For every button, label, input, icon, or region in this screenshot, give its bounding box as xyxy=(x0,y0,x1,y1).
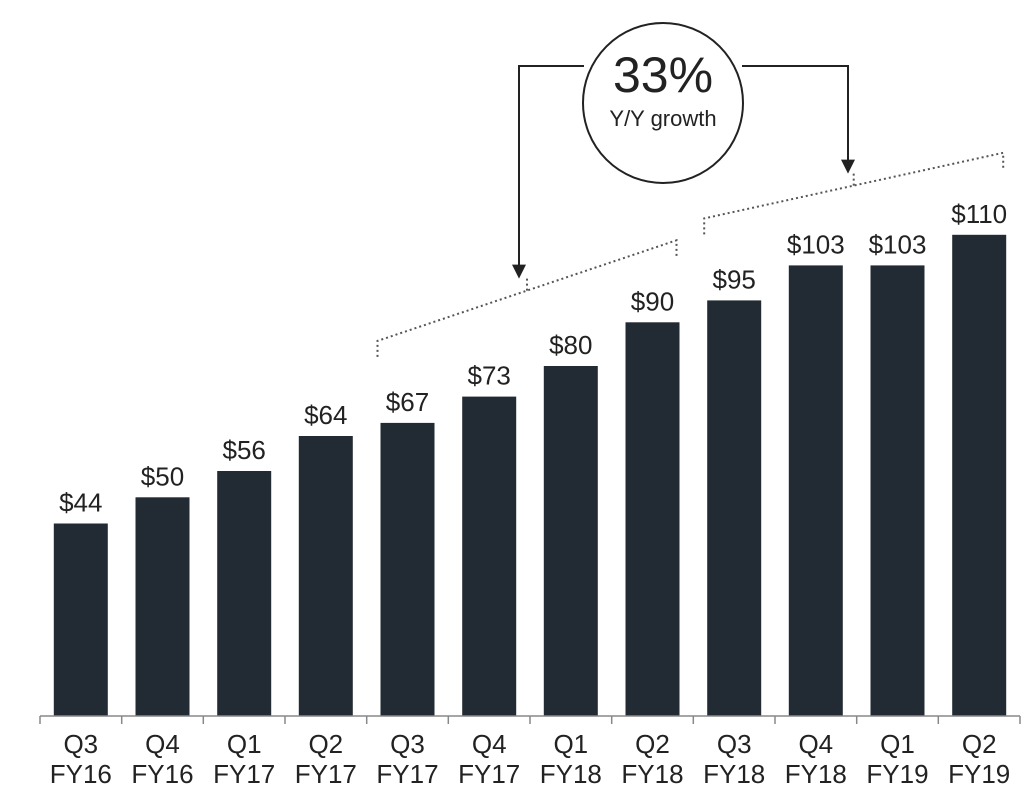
callout-text: Y/Y growth xyxy=(609,106,716,131)
x-tick-label-year: FY17 xyxy=(213,759,275,789)
bar-q4-fy16 xyxy=(135,497,190,717)
data-label: $73 xyxy=(468,361,511,391)
data-label: $90 xyxy=(631,286,674,316)
x-tick-label-year: FY18 xyxy=(540,759,602,789)
bar-q2-fy19 xyxy=(952,234,1007,717)
bar-q2-fy18 xyxy=(625,322,680,717)
data-label: $80 xyxy=(549,330,592,360)
bar-q1-fy17 xyxy=(217,471,272,716)
data-label: $44 xyxy=(59,488,102,518)
x-tick-label-year: FY17 xyxy=(458,759,520,789)
x-tick-label-quarter: Q1 xyxy=(553,729,588,759)
bar-q4-fy18 xyxy=(788,265,843,716)
callout-circle xyxy=(582,22,744,184)
callout-arrow-left xyxy=(518,65,584,267)
callout-value: 33% xyxy=(613,47,713,103)
arrowhead-right-icon xyxy=(841,159,855,174)
x-axis: Q3FY16Q4FY16Q1FY17Q2FY17Q3FY17Q4FY17Q1FY… xyxy=(39,715,1021,789)
data-label: $67 xyxy=(386,387,429,417)
bars-layer: $44 $50 $56 $64 $67 $73 $80 $90 $95 $103 $103 $110 xyxy=(53,199,1007,717)
x-tick-label-year: FY16 xyxy=(50,759,112,789)
callout-arrow-right xyxy=(742,65,849,162)
x-tick-label-quarter: Q3 xyxy=(63,729,98,759)
x-tick-label-quarter: Q3 xyxy=(390,729,425,759)
x-tick-label-year: FY18 xyxy=(703,759,765,789)
bar-q1-fy18 xyxy=(543,366,598,716)
data-label: $56 xyxy=(223,435,266,465)
bar-q3-fy16 xyxy=(53,523,108,716)
x-tick-label-quarter: Q4 xyxy=(145,729,180,759)
x-tick-label-quarter: Q3 xyxy=(717,729,752,759)
x-tick-label-quarter: Q4 xyxy=(798,729,833,759)
x-tick-label-quarter: Q1 xyxy=(880,729,915,759)
bar-q1-fy19 xyxy=(870,265,925,716)
data-label: $95 xyxy=(713,264,756,294)
data-label: $110 xyxy=(951,199,1007,229)
x-tick-label-quarter: Q1 xyxy=(227,729,262,759)
x-tick-label-year: FY19 xyxy=(948,759,1010,789)
x-tick-label-year: FY19 xyxy=(866,759,928,789)
bar-q4-fy17 xyxy=(462,396,517,716)
x-tick-label-year: FY16 xyxy=(131,759,193,789)
growth-callout: 33% Y/Y growth xyxy=(376,22,1005,357)
x-tick-label-quarter: Q4 xyxy=(472,729,507,759)
bar-q3-fy17 xyxy=(380,422,435,716)
growth-brace-current-year xyxy=(703,151,1005,235)
x-tick-label-quarter: Q2 xyxy=(635,729,670,759)
bar-q2-fy17 xyxy=(298,436,353,716)
x-tick-label-year: FY17 xyxy=(295,759,357,789)
x-tick-label-year: FY18 xyxy=(621,759,683,789)
data-label: $50 xyxy=(141,461,184,491)
x-tick-label-year: FY18 xyxy=(785,759,847,789)
data-label: $103 xyxy=(787,229,845,259)
data-label: $64 xyxy=(304,400,347,430)
x-tick-label-quarter: Q2 xyxy=(308,729,343,759)
arrowhead-left-icon xyxy=(512,264,526,279)
x-tick-label-quarter: Q2 xyxy=(962,729,997,759)
bar-q3-fy18 xyxy=(707,300,762,716)
x-tick-label-year: FY17 xyxy=(376,759,438,789)
data-label: $103 xyxy=(869,229,927,259)
